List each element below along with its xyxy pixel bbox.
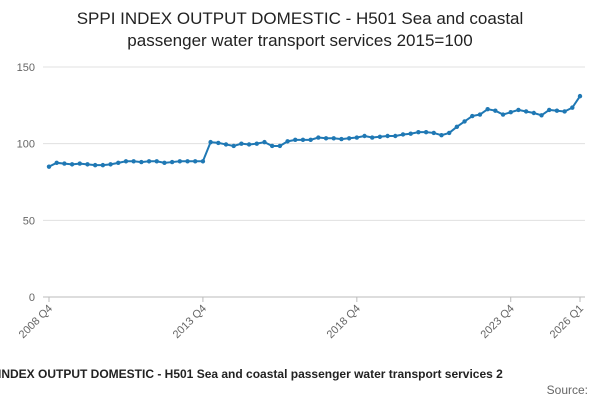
point [431,130,436,136]
point [485,106,490,112]
point [454,124,460,129]
point [362,133,367,139]
point [354,135,360,140]
point [46,164,52,169]
point [246,142,252,147]
point [254,141,259,146]
point [323,136,329,141]
point [385,133,390,139]
point [562,109,567,114]
point [200,159,206,164]
point [423,129,429,135]
point [139,159,144,165]
point [293,137,298,143]
x-tick-label: 2023 Q4 [479,303,517,341]
point [316,135,321,140]
point [393,133,398,139]
point [100,162,106,168]
y-tick-label: 150 [17,62,35,74]
point [339,136,344,142]
point [531,110,537,116]
x-tick-label: 2008 Q4 [17,303,55,341]
point [77,161,82,166]
point [370,135,375,140]
point [169,159,175,165]
point [462,119,467,124]
point [69,162,75,167]
point [285,139,290,144]
point [185,159,190,164]
point [300,137,306,143]
point [400,132,406,137]
point [239,141,244,146]
point [231,143,236,149]
point [408,131,413,136]
point [116,160,121,166]
point [277,143,283,149]
x-tick-label: 2013 Q4 [171,303,209,341]
point [439,133,444,138]
point [208,139,213,145]
point [547,107,552,113]
point [523,109,529,114]
point [308,137,313,143]
point [577,93,583,99]
point [154,159,159,164]
point [269,143,275,149]
point [331,136,336,141]
point [570,105,575,110]
point [216,140,221,146]
point [146,159,152,164]
point [162,160,167,166]
point [377,134,383,139]
point [539,113,544,118]
y-tick-label: 100 [17,139,35,151]
point [262,139,267,145]
point [554,108,560,113]
point [446,130,452,136]
point [193,159,198,164]
point [223,142,229,147]
point [477,112,483,117]
chart-title-line: SPPI INDEX OUTPUT DOMESTIC - H501 Sea an… [77,9,524,28]
point [85,162,90,167]
point [92,162,98,168]
point [123,159,129,164]
chart-title-line: passenger water transport services 2015=… [127,31,472,50]
point [54,160,59,166]
point [416,129,421,135]
x-tick-label: 2018 Q4 [325,303,363,341]
point [346,136,352,141]
point [500,112,506,117]
line [48,95,581,168]
point [508,110,513,115]
point [131,159,136,164]
source: Source: [547,383,588,397]
point [493,108,498,113]
y-tick-label: 0 [29,292,35,304]
point [516,107,521,113]
point [62,161,67,166]
point [177,159,183,164]
point [108,162,113,167]
point [470,113,475,119]
footer-title: INDEX OUTPUT DOMESTIC - H501 Sea and coa… [0,367,503,381]
y-tick-label: 50 [23,215,35,227]
x-tick-label: 2026 Q1 [548,303,586,341]
